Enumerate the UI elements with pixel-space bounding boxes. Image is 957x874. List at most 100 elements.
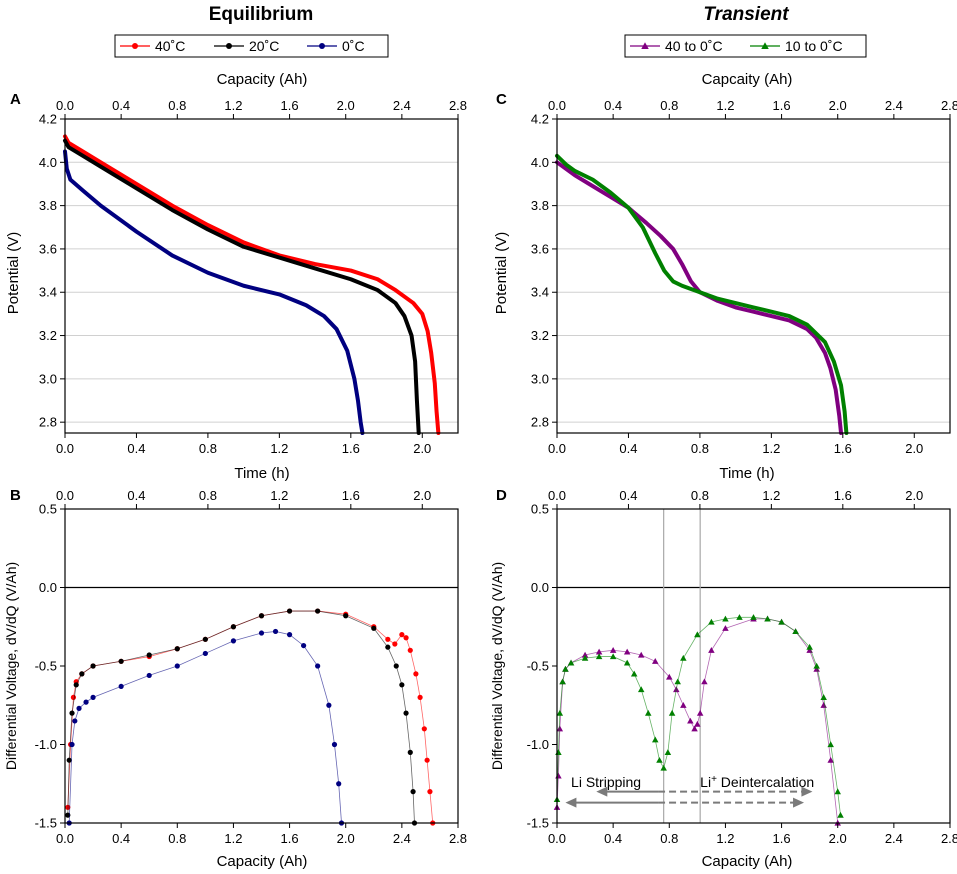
panel-d-dvdq-transient: D Capacity (Ah) Differential Voltage, dV… [489,487,957,870]
panel-b-xtick-label-3: 1.2 [224,831,242,846]
panel-a-top-xlabel: Capacity (Ah) [217,71,308,88]
panel-a-ytick-label-6: 4.0 [39,155,57,170]
panel-d-series-0-point-28 [820,702,827,708]
panel-b-series-1-point-13 [315,608,321,614]
panel-a-series-0-line [63,134,441,435]
panel-d-series-1-point-11 [637,686,645,693]
panel-a-top-xtick-label-0: 0.0 [56,98,74,113]
panel-d-series-1-point-4 [562,665,569,672]
panel-d-series-1-point-25 [764,615,771,622]
panel-b-series-0-point-20 [407,647,413,653]
panel-d-series-1-point-16 [664,749,672,755]
panel-d-series-0-point-10 [637,651,645,658]
panel-d-xtick-label-0: 0.0 [548,831,566,846]
legend-right-box [624,34,867,58]
panel-c-xtick-label-4: 1.6 [834,441,852,456]
panel-d-series-1-point-26 [778,618,785,625]
panel-label-d: D [496,487,507,504]
panel-c-xtick-label-3: 1.2 [762,441,780,456]
panel-d-series-0-point-7 [595,648,603,655]
panel-c-top-xtick-label-3: 1.2 [716,98,734,113]
panel-d-series-1-point-18 [674,678,681,685]
panel-b-xtick-label-6: 2.4 [393,831,411,846]
panel-b-ylabel: Differential Voltage, dV/dQ (V/Ah) [3,562,19,770]
panel-d-top-xtick-label-1: 0.4 [619,488,637,503]
legend-left: 40˚C 20˚C 0˚C [114,34,389,58]
panel-d-series-1-point-3 [559,678,566,685]
panel-c-ytick-label-3: 3.4 [531,285,549,300]
panel-a-top-xtick-label-6: 2.4 [393,98,411,113]
panel-b-series-1-point-2 [69,710,75,716]
panel-d-series-1-point-15 [660,764,667,771]
panel-d-series-0-point-21 [722,625,729,631]
panel-d-xtick-label-6: 2.4 [885,831,903,846]
panel-d-series-1-point-9 [623,659,631,666]
panel-c-series-0-line [555,160,844,435]
panel-b-xtick-label-7: 2.8 [449,831,467,846]
legend-left-label-2: 0˚C [342,38,365,54]
panel-b-series-0-point-16 [385,636,391,642]
panel-b-xtick-label-0: 0.0 [56,831,74,846]
legend-left-marker-2 [319,43,325,49]
panel-c-ytick-label-0: 2.8 [531,415,549,430]
panel-c-ytick-label-2: 3.2 [531,328,549,343]
panel-b-series-0-point-23 [421,726,427,732]
panel-d-series-1-point-8 [609,653,617,660]
panel-d-series-1-point-7 [595,653,603,660]
panel-b-xlabel: Capacity (Ah) [217,853,308,870]
panel-c-top-xtick-label-7: 2.8 [941,98,957,113]
panel-a-top-xtick-label-4: 1.6 [281,98,299,113]
panel-b-series-2-point-5 [90,694,96,701]
panel-b-ytick-label-4: 0.5 [39,502,57,517]
legend-left-label-0: 40˚C [155,38,185,54]
panel-d-arrow-0-head [596,786,608,797]
panel-d-series-0-point-19 [701,678,708,685]
panel-d-series-1-point-12 [644,709,652,716]
panel-b-ytick-label-0: -1.5 [35,816,57,831]
panel-b-xtick-label-1: 0.4 [112,831,130,846]
panel-a-series-1-line [63,138,421,435]
title-transient: Transient [703,4,789,25]
panel-a-xlabel: Time (h) [234,465,289,482]
panel-a-ytick-label-2: 3.2 [39,328,57,343]
panel-label-c: C [496,91,507,108]
panel-b-series-2-point-9 [202,650,208,657]
panel-b-series-0-point-18 [399,632,405,638]
panel-d-series-1-point-33 [837,811,844,818]
panel-b-series-1-point-11 [258,613,265,619]
panel-b-ytick-label-1: -1.0 [35,737,57,752]
panel-b-top-xtick-label-0: 0.0 [56,488,74,503]
panel-d-series-1-point-29 [813,662,820,669]
panel-b-series-2-point-3 [76,705,82,711]
panel-c-xtick-label-1: 0.4 [619,441,637,456]
panel-d-xtick-label-7: 2.8 [941,831,957,846]
panel-d-series-1-point-2 [556,709,564,716]
panel-c-xtick-label-0: 0.0 [548,441,566,456]
panel-b-series-1-point-21 [410,789,416,795]
panel-d-xtick-label-5: 2.0 [829,831,847,846]
panel-d-arrow-3-head [793,797,805,808]
legend-left-marker-1 [226,43,232,49]
title-equilibrium: Equilibrium [209,4,314,25]
panel-c-top-xtick-label-5: 2.0 [829,98,847,113]
panel-d-series-0-point-6 [581,651,589,658]
panel-b-series-1-point-17 [393,663,399,669]
panel-a-potential-equilibrium: A Capacity (Ah) Time (h) Potential (V) 0… [5,71,467,482]
panel-b-series-1-point-19 [403,710,409,716]
panel-d-series-1-point-10 [630,670,638,677]
panel-b-series-1-point-8 [174,646,180,652]
panel-d-series-1-point-13 [652,736,659,743]
panel-b-series-1-point-7 [146,652,152,658]
panel-b-top-xtick-label-2: 0.8 [199,488,217,503]
panel-d-series-0-point-14 [680,702,687,708]
panel-b-series-2-point-6 [118,683,124,690]
panel-d-series-0-point-11 [652,658,659,664]
panel-d-series-1-point-32 [834,788,841,795]
panel-b-series-1-point-1 [66,757,72,763]
panel-d-series-0-point-9 [623,648,631,655]
panel-b-series-2-point-17 [331,741,338,748]
panel-d-annotation-0: Li Stripping [571,774,641,790]
panel-c-ytick-label-7: 4.2 [531,112,549,127]
panel-b-series-2-point-8 [174,663,180,669]
panel-d-series-1-point-23 [736,614,743,620]
